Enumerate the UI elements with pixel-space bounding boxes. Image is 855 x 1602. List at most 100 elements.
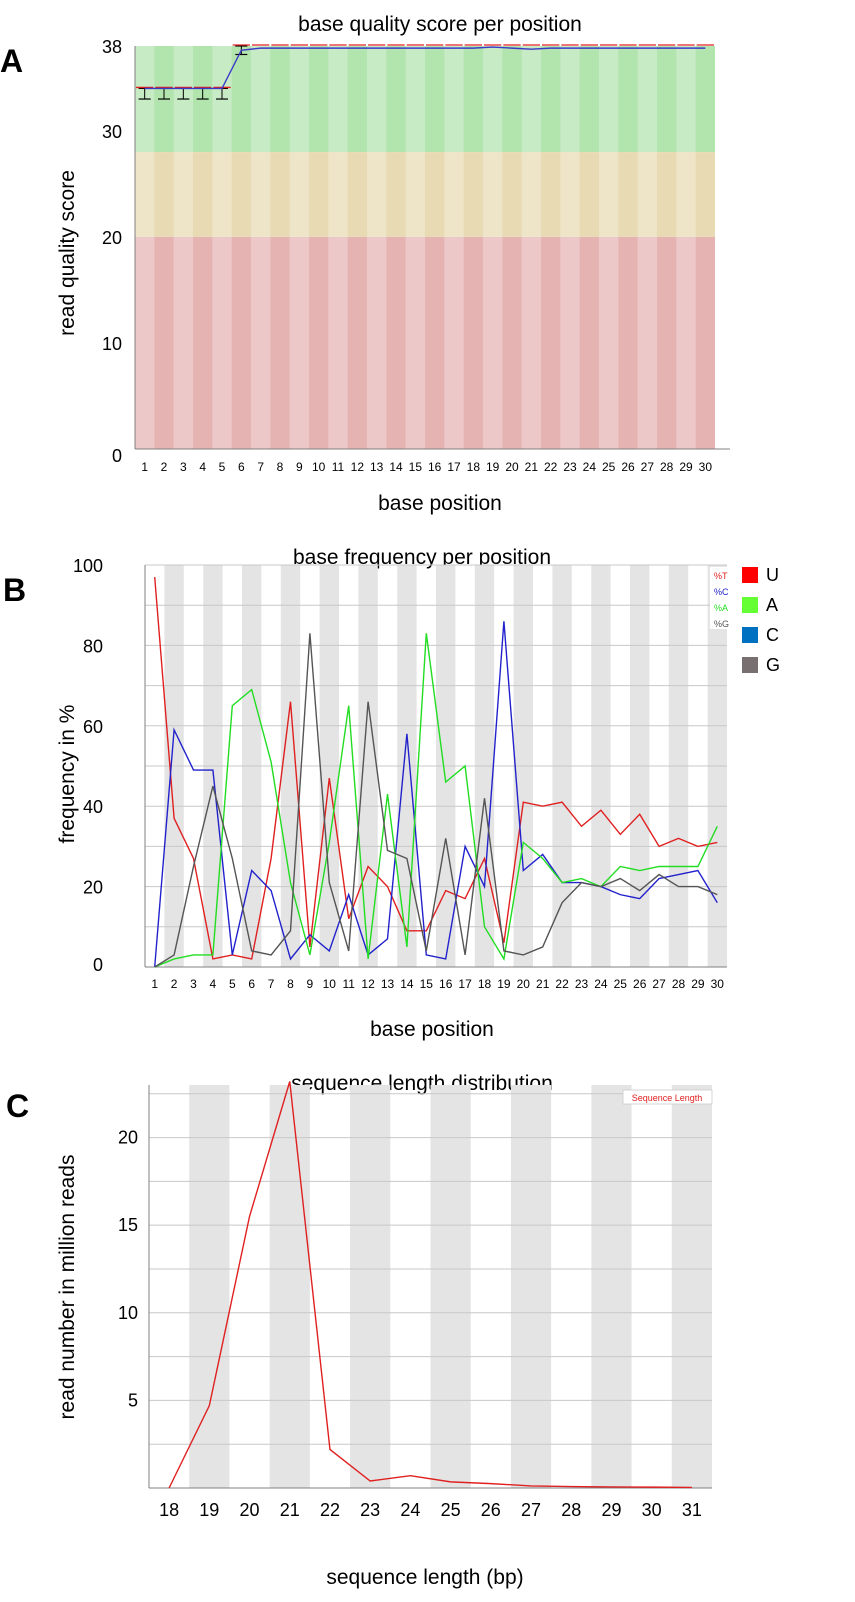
inner-legend-box bbox=[710, 567, 734, 629]
column-stripe bbox=[671, 1085, 712, 1488]
mean-quality-line bbox=[144, 46, 706, 90]
x-tick-label: 27 bbox=[521, 1500, 541, 1520]
x-tick-label: 16 bbox=[439, 977, 453, 991]
x-tick-label: 24 bbox=[583, 460, 597, 474]
inner-legend-label: %C bbox=[714, 587, 729, 597]
chart-b-xlabel: base position bbox=[370, 1018, 494, 1041]
x-tick-label: 29 bbox=[601, 1500, 621, 1520]
chart-c-xlabel: sequence length (bp) bbox=[326, 1566, 523, 1589]
column-stripe bbox=[483, 46, 503, 449]
y-tick-label: 10 bbox=[102, 334, 122, 354]
legend-label: G bbox=[766, 655, 780, 675]
column-stripe bbox=[637, 46, 657, 449]
y-tick-label: 40 bbox=[83, 797, 103, 817]
x-tick-label: 23 bbox=[360, 1500, 380, 1520]
column-stripe bbox=[405, 46, 425, 449]
legend-label: U bbox=[766, 565, 779, 585]
x-tick-label: 13 bbox=[381, 977, 395, 991]
panel-letter-b: B bbox=[3, 572, 26, 608]
quality-band-poor bbox=[135, 236, 715, 449]
x-tick-label: 30 bbox=[699, 460, 713, 474]
y-tick-label: 5 bbox=[128, 1390, 138, 1410]
y-tick-label: 10 bbox=[118, 1303, 138, 1323]
x-tick-label: 27 bbox=[652, 977, 666, 991]
x-tick-label: 11 bbox=[342, 977, 355, 991]
x-tick-label: 18 bbox=[478, 977, 492, 991]
x-tick-label: 6 bbox=[248, 977, 255, 991]
inner-legend: %T %C %A %G bbox=[710, 567, 734, 629]
y-tick-label: 20 bbox=[102, 228, 122, 248]
x-tick-label: 6 bbox=[238, 460, 245, 474]
x-tick-label: 28 bbox=[672, 977, 686, 991]
x-tick-label: 18 bbox=[467, 460, 481, 474]
column-stripe bbox=[251, 46, 271, 449]
y-tick-label: 15 bbox=[118, 1215, 138, 1235]
chart-c-ylabel: read number in million reads bbox=[56, 1155, 79, 1420]
y-tick-label: 0 bbox=[112, 446, 122, 466]
series-line bbox=[168, 1081, 692, 1489]
x-tick-label: 17 bbox=[447, 460, 461, 474]
x-tick-label: 30 bbox=[711, 977, 725, 991]
column-stripe bbox=[591, 1085, 632, 1488]
x-tick-label: 17 bbox=[458, 977, 472, 991]
x-tick-label: 15 bbox=[409, 460, 423, 474]
x-tick-label: 14 bbox=[389, 460, 403, 474]
x-tick-label: 12 bbox=[351, 460, 365, 474]
y-tick-label: 38 bbox=[102, 37, 122, 57]
y-tick-label: 60 bbox=[83, 717, 103, 737]
x-tick-label: 19 bbox=[486, 460, 500, 474]
legend-label: Sequence Length bbox=[632, 1093, 703, 1103]
x-tick-label: 13 bbox=[370, 460, 384, 474]
x-tick-label: 29 bbox=[679, 460, 693, 474]
chart-c-plot-area: 5 10 15 20 18 19 20 21 22 23 24 25 26 27 28 29 30 31 Seque… bbox=[118, 1081, 713, 1520]
x-tick-label: 9 bbox=[307, 977, 314, 991]
series-line bbox=[154, 633, 718, 968]
legend-box bbox=[622, 1089, 713, 1105]
legend-label: C bbox=[766, 625, 779, 645]
x-tick-label: 3 bbox=[180, 460, 187, 474]
x-tick-label: 14 bbox=[400, 977, 414, 991]
x-tick-label: 25 bbox=[602, 460, 616, 474]
x-tick-label: 18 bbox=[159, 1500, 179, 1520]
chart-b-ylabel: frequency in % bbox=[56, 705, 79, 844]
inner-legend-label: %G bbox=[714, 619, 729, 629]
x-tick-label: 30 bbox=[642, 1500, 662, 1520]
x-tick-label: 10 bbox=[323, 977, 337, 991]
x-tick-label: 2 bbox=[171, 977, 178, 991]
panel-letter-c: C bbox=[6, 1088, 29, 1124]
chart-a-xlabel: base position bbox=[378, 492, 502, 515]
series-line bbox=[154, 633, 718, 968]
column-stripe bbox=[173, 46, 193, 449]
x-tick-label: 29 bbox=[691, 977, 705, 991]
x-tick-label: 5 bbox=[229, 977, 236, 991]
y-tick-label: 100 bbox=[73, 556, 103, 576]
x-tick-label: 23 bbox=[563, 460, 577, 474]
x-tick-label: 7 bbox=[268, 977, 275, 991]
inner-legend-label: %A bbox=[714, 603, 728, 613]
x-tick-label: 4 bbox=[210, 977, 217, 991]
x-tick-label: 26 bbox=[633, 977, 647, 991]
x-tick-label: 3 bbox=[190, 977, 197, 991]
column-stripe bbox=[521, 46, 541, 449]
x-tick-label: 31 bbox=[682, 1500, 702, 1520]
column-stripe bbox=[599, 46, 619, 449]
series-line bbox=[154, 621, 718, 968]
x-tick-label: 9 bbox=[296, 460, 303, 474]
x-tick-label: 1 bbox=[151, 977, 158, 991]
legend-label: A bbox=[766, 595, 778, 615]
x-tick-label: 11 bbox=[332, 460, 345, 474]
column-stripe bbox=[444, 46, 464, 449]
column-stripe bbox=[135, 46, 155, 449]
inner-legend-label: %T bbox=[714, 571, 728, 581]
x-tick-label: 12 bbox=[361, 977, 375, 991]
quality-score-chart: A base quality score per position base p… bbox=[0, 13, 730, 515]
quality-band-good bbox=[135, 46, 715, 153]
y-tick-label: 0 bbox=[93, 955, 103, 975]
column-stripe bbox=[430, 1085, 471, 1488]
base-frequency-chart: B base frequency per position base posit… bbox=[3, 546, 780, 1041]
y-tick-label: 80 bbox=[83, 636, 103, 656]
column-stripe bbox=[367, 46, 387, 449]
x-tick-label: 21 bbox=[536, 977, 550, 991]
